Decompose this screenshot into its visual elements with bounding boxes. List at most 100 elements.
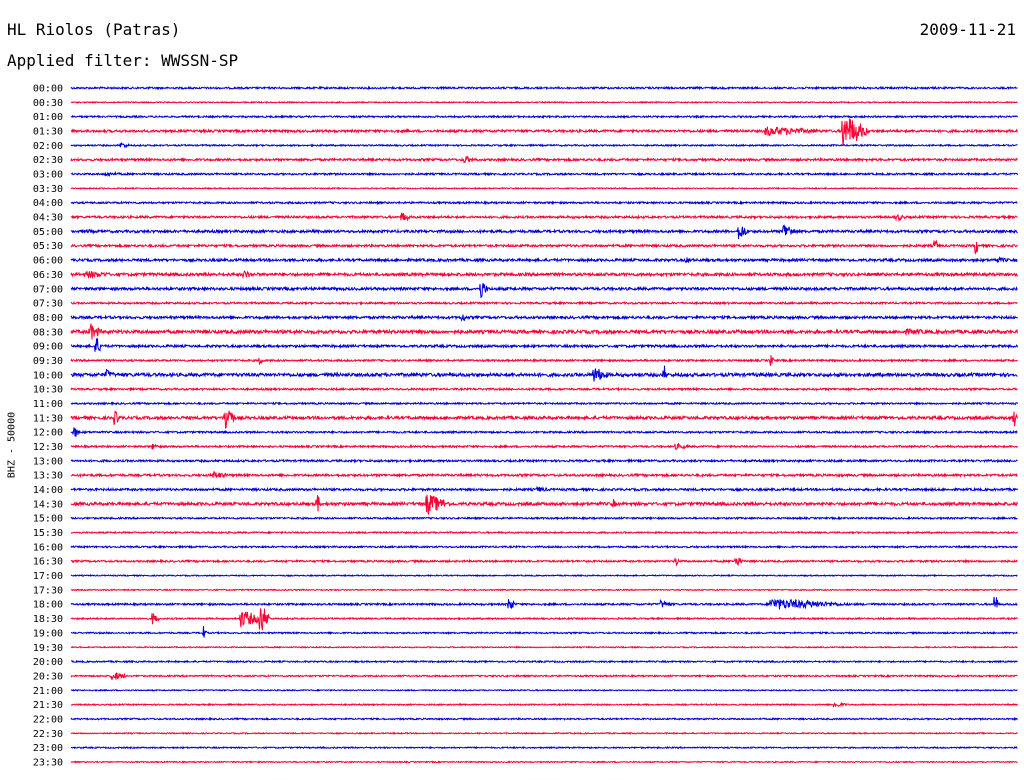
row-time-label: 23:30	[33, 757, 63, 768]
trace-line	[70, 386, 1018, 392]
row-time-label: 22:30	[33, 729, 63, 740]
row-time-label: 08:30	[33, 327, 63, 338]
trace-line	[70, 515, 1018, 521]
trace-line	[70, 283, 1018, 299]
trace-line	[70, 270, 1018, 280]
trace-line	[70, 186, 1018, 191]
row-time-label: 18:00	[33, 600, 63, 611]
trace-line	[70, 212, 1018, 222]
row-time-label: 03:00	[33, 170, 63, 181]
trace-line	[70, 314, 1018, 322]
row-time-label: 14:00	[33, 485, 63, 496]
row-time-label: 13:00	[33, 456, 63, 467]
trace-line	[70, 701, 1018, 708]
trace-line	[70, 645, 1018, 649]
row-time-label: 12:00	[33, 428, 63, 439]
trace-line	[70, 155, 1018, 164]
row-time-label: 02:30	[33, 155, 63, 166]
trace-line	[70, 170, 1018, 178]
row-time-label: 10:00	[33, 370, 63, 381]
row-time-label: 18:30	[33, 614, 63, 625]
row-time-label: 11:00	[33, 399, 63, 410]
trace-line	[70, 256, 1018, 264]
row-time-label: 10:30	[33, 385, 63, 396]
trace-line	[70, 607, 1018, 631]
trace-line	[70, 401, 1018, 406]
trace-line	[70, 485, 1018, 493]
row-time-label: 15:00	[33, 514, 63, 525]
row-time-label: 02:00	[33, 141, 63, 152]
trace-line	[70, 716, 1018, 722]
trace-line	[71, 596, 1018, 610]
row-time-label: 21:30	[33, 700, 63, 711]
trace-line	[70, 760, 1018, 764]
row-time-label: 23:00	[33, 743, 63, 754]
record-date: 2009-11-21	[919, 20, 1016, 39]
channel-label-rotated: BHZ - 50000	[4, 412, 20, 478]
trace-line	[70, 588, 1018, 592]
trace-line	[70, 355, 1018, 366]
row-time-label: 07:30	[33, 299, 63, 310]
trace-line	[70, 457, 1018, 464]
channel-label: BHZ - 50000	[6, 411, 18, 479]
row-time-label: 06:00	[33, 256, 63, 267]
trace-line	[70, 672, 1018, 681]
trace-line	[70, 731, 1018, 735]
trace-line	[70, 114, 1018, 120]
trace-line	[70, 224, 1018, 240]
row-time-label: 11:30	[33, 413, 63, 424]
row-time-label: 00:00	[33, 84, 63, 95]
trace-line	[70, 365, 1018, 382]
trace-line	[70, 573, 1018, 578]
trace-line	[70, 494, 1018, 516]
trace-line	[70, 141, 1018, 149]
row-time-label: 05:30	[33, 241, 63, 252]
row-time-label: 03:30	[33, 184, 63, 195]
trace-line	[70, 470, 1018, 479]
trace-line	[70, 626, 1018, 638]
row-time-label: 15:30	[33, 528, 63, 539]
row-time-label: 01:30	[33, 127, 63, 138]
row-time-label: 12:30	[33, 442, 63, 453]
trace-line	[71, 338, 1018, 352]
trace-line	[70, 200, 1018, 206]
row-time-label: 20:30	[33, 671, 63, 682]
row-time-label: 13:30	[33, 471, 63, 482]
row-time-label: 07:00	[33, 284, 63, 295]
row-time-label: 04:00	[33, 198, 63, 209]
row-time-label: 16:00	[33, 542, 63, 553]
trace-line	[70, 688, 1018, 692]
trace-line	[70, 300, 1018, 306]
trace-line	[70, 410, 1018, 429]
trace-line	[70, 100, 1018, 105]
row-time-label: 16:30	[33, 557, 63, 568]
row-time-label: 00:30	[33, 98, 63, 109]
trace-line	[70, 544, 1018, 550]
trace-line	[70, 426, 1018, 437]
station-title: HL Riolos (Patras)	[7, 20, 181, 39]
row-time-label: 20:00	[33, 657, 63, 668]
trace-line	[70, 323, 1018, 340]
row-time-label: 17:00	[33, 571, 63, 582]
row-time-label: 22:00	[33, 714, 63, 725]
applied-filter-label: Applied filter: WWSSN-SP	[7, 51, 239, 70]
row-time-label: 17:30	[33, 585, 63, 596]
trace-line	[70, 442, 1018, 450]
row-time-label: 06:30	[33, 270, 63, 281]
trace-line	[70, 745, 1018, 750]
row-time-label: 21:00	[33, 686, 63, 697]
row-time-label: 05:00	[33, 227, 63, 238]
trace-line	[70, 239, 1018, 255]
trace-line	[70, 556, 1018, 567]
trace-line	[70, 85, 1018, 91]
trace-line	[70, 530, 1018, 535]
row-time-label: 09:30	[33, 356, 63, 367]
trace-line	[70, 118, 1018, 146]
trace-line	[71, 659, 1018, 664]
row-time-label: 19:30	[33, 643, 63, 654]
row-time-label: 19:00	[33, 628, 63, 639]
row-time-label: 08:00	[33, 313, 63, 324]
row-time-label: 01:00	[33, 112, 63, 123]
row-time-label: 09:00	[33, 342, 63, 353]
